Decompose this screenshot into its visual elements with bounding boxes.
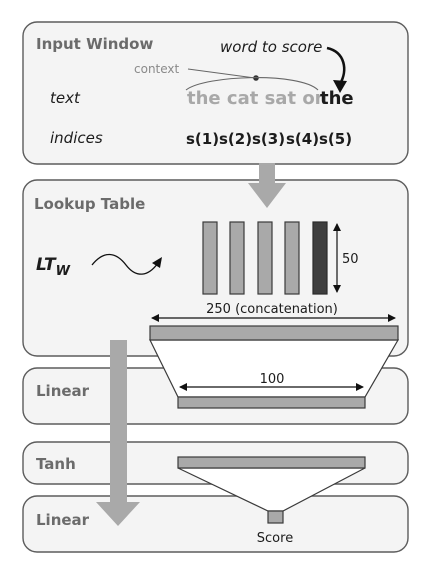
hidden-layer-bar: [177, 396, 366, 409]
score-bar: [267, 510, 284, 524]
index-s1: s(1): [186, 130, 219, 148]
word-to-score-arrowhead: [333, 80, 347, 93]
tanh-bar: [177, 456, 366, 469]
index-s4: s(4): [286, 130, 319, 148]
embedding-bar-3: [257, 221, 273, 295]
target-word: the: [320, 88, 354, 109]
context-bracket-arc: [185, 77, 319, 91]
index-s3: s(3): [252, 130, 285, 148]
hidden-dim-label: 100: [260, 372, 285, 387]
concatenation-label: 250 (concatenation): [206, 302, 338, 317]
index-s5: s(5): [319, 130, 352, 148]
context-pointer-line: [187, 68, 256, 79]
word-to-score-label: word to score: [220, 38, 322, 56]
input-window-title: Input Window: [36, 35, 153, 53]
output-funnel: Score: [177, 456, 366, 546]
lookup-table-title: Lookup Table: [34, 195, 145, 213]
context-words: the cat sat on: [187, 88, 328, 109]
input-window-box: [22, 21, 409, 165]
lookup-wave-arrow: [91, 253, 159, 275]
indices-row-label: indices: [50, 129, 103, 147]
text-row-label: text: [50, 89, 81, 107]
flow-arrow-lookup-to-output: [96, 340, 140, 526]
embedding-bar-2: [229, 221, 245, 295]
tanh-title: Tanh: [36, 455, 76, 473]
index-s2: s(2): [219, 130, 252, 148]
score-label: Score: [257, 531, 293, 546]
embedding-bar-4: [284, 221, 300, 295]
concatenation-trapezoid: [149, 339, 400, 398]
lookup-table-panel: Lookup Table LTW 50: [22, 179, 409, 357]
concatenation-bar: [149, 325, 399, 341]
word-to-score-arrow: [326, 46, 346, 85]
embedding-bar-5: [312, 221, 328, 295]
flow-arrow-input-to-lookup: [248, 163, 286, 208]
concatenation-funnel: 250 (concatenation) 100: [149, 302, 400, 409]
embedding-bar-1: [202, 221, 218, 295]
input-window-panel: Input Window word to score context text …: [22, 21, 409, 165]
lookup-wave-arrowhead: [152, 257, 162, 268]
lt-label: LTW: [36, 255, 71, 279]
embedding-dim-label: 50: [342, 252, 359, 267]
linear-2-title: Linear: [36, 511, 90, 529]
context-label: context: [134, 62, 180, 76]
linear-1-title: Linear: [36, 382, 90, 400]
